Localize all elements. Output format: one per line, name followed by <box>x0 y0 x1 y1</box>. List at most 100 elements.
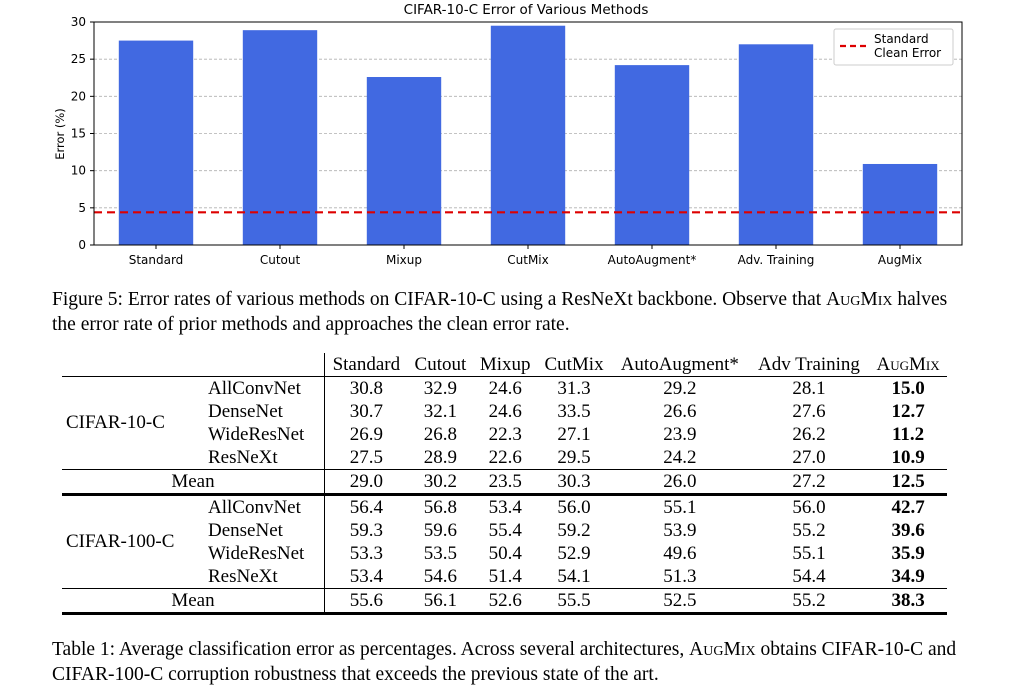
x-tick-label: Standard <box>129 253 184 267</box>
y-tick-label: 25 <box>71 52 86 66</box>
augmix-cell: 38.3 <box>869 588 947 615</box>
table-row: DenseNet 30.7 32.1 24.6 33.5 26.6 27.6 1… <box>62 400 947 423</box>
y-tick-label: 20 <box>71 89 86 103</box>
table-cell: 26.8 <box>423 423 458 445</box>
table-caption-prefix: Table 1: Average classification error as… <box>52 639 690 660</box>
table-cell: 27.6 <box>792 400 826 422</box>
bar-autoaugment <box>614 65 690 245</box>
table-cell: 56.0 <box>792 496 826 518</box>
header-augmix: AugMix <box>869 353 947 377</box>
table-cell: 30.8 <box>323 376 408 400</box>
table-cell: 52.6 <box>473 588 538 615</box>
x-tick-label: Mixup <box>386 253 422 267</box>
table-row: WideResNet 26.9 26.8 22.3 27.1 23.9 26.2… <box>62 423 947 446</box>
arch-label: AllConvNet <box>208 496 301 518</box>
table-cell: 56.0 <box>557 496 591 518</box>
table-row: CIFAR-10-C AllConvNet 30.8 32.9 24.6 31.… <box>62 376 947 433</box>
arch-label: ResNeXt <box>208 446 278 468</box>
table-cell: 54.6 <box>423 565 458 587</box>
y-tick-label: 15 <box>71 127 86 141</box>
table-cell: 26.2 <box>792 423 826 445</box>
table-cell: 53.9 <box>663 519 697 541</box>
table-cell: 26.0 <box>610 469 749 496</box>
x-tick-label: Adv. Training <box>738 253 815 267</box>
x-axis-ticks: Standard Cutout Mixup CutMix AutoAugment* Adv… <box>129 245 922 267</box>
table-cell: 28.1 <box>792 377 826 399</box>
table-cell: 27.2 <box>748 469 870 496</box>
y-axis-label: Error (%) <box>53 108 67 160</box>
augmix-cell: 12.7 <box>891 400 925 422</box>
table-cell: 26.6 <box>663 400 697 422</box>
augmix-cell: 42.7 <box>891 496 925 518</box>
augmix-cell: 39.6 <box>891 519 925 541</box>
y-axis-ticks: 0 5 10 15 20 25 30 <box>71 15 94 252</box>
table-cell: 55.1 <box>663 496 697 518</box>
bar-adv-training <box>738 44 814 245</box>
bar-augmix <box>862 163 938 245</box>
arch-label: DenseNet <box>208 519 283 541</box>
header-mixup: Mixup <box>473 353 538 377</box>
table-cell: 55.1 <box>792 542 826 564</box>
legend: Standard Clean Error <box>833 28 954 66</box>
table-cell: 51.3 <box>663 565 697 587</box>
table-cell: 31.3 <box>557 377 591 399</box>
table-cell: 55.5 <box>537 588 611 615</box>
table-cell: 55.6 <box>323 588 408 615</box>
augmix-cell: 35.9 <box>891 542 925 564</box>
table-cell: 32.1 <box>423 400 458 422</box>
header-standard: Standard <box>323 353 408 377</box>
table-cell: 52.5 <box>610 588 749 615</box>
bar-standard <box>118 40 194 246</box>
table-cell: 51.4 <box>488 565 522 587</box>
table-cell: 32.9 <box>423 377 458 399</box>
table-row: ResNeXt 27.5 28.9 22.6 29.5 24.2 27.0 10… <box>62 446 947 470</box>
table-cell: 59.6 <box>423 519 458 541</box>
legend-label-line1: Standard <box>874 32 929 46</box>
arch-label: ResNeXt <box>208 565 278 587</box>
mean-label: Mean <box>62 469 325 496</box>
x-tick-label: AutoAugment* <box>608 253 697 267</box>
table-cell: 54.1 <box>557 565 591 587</box>
table-cell: 50.4 <box>488 542 522 564</box>
table-row: ResNeXt 53.4 54.6 51.4 54.1 51.3 54.4 34… <box>62 565 947 589</box>
table-cell: 53.3 <box>323 542 408 565</box>
bar-cutmix <box>490 25 566 245</box>
table-cell: 29.2 <box>663 377 697 399</box>
table-cell: 33.5 <box>557 400 591 422</box>
table-caption-suffix: obtains CIFAR-10-C and CIFAR-100-C corru… <box>52 639 957 685</box>
figure-caption-prefix: Figure 5: Error rates of various methods… <box>52 289 822 310</box>
y-tick-label: 10 <box>71 164 86 178</box>
table-cell: 29.0 <box>323 469 408 496</box>
augmix-cell: 11.2 <box>891 423 925 445</box>
table-cell: 53.4 <box>323 565 408 589</box>
table-cell: 22.3 <box>488 423 522 445</box>
header-empty <box>206 353 325 377</box>
table-cell: 23.5 <box>473 469 538 496</box>
figure-caption: Figure 5: Error rates of various methods… <box>52 287 972 337</box>
table-cell: 29.5 <box>557 446 591 468</box>
results-table-container: Standard Cutout Mixup CutMix AutoAugment… <box>62 353 947 615</box>
arch-label: WideResNet <box>208 423 305 445</box>
table-cell: 27.1 <box>557 423 591 445</box>
table-cell: 23.9 <box>663 423 697 445</box>
table-cell: 55.4 <box>488 519 522 541</box>
dataset-label: CIFAR-100-C <box>66 531 175 552</box>
table-cell: 24.6 <box>488 377 522 399</box>
bar-chart: CIFAR-10-C Error of Various Methods Erro… <box>53 2 963 267</box>
table-cell: 28.9 <box>423 446 458 468</box>
table-cell: 30.7 <box>323 400 408 423</box>
header-adv-training: Adv Training <box>748 353 870 377</box>
header-empty <box>62 353 206 377</box>
mean-row: Mean 55.6 56.1 52.6 55.5 52.5 55.2 38.3 <box>62 588 947 615</box>
legend-box <box>833 28 954 66</box>
table-cell: 52.9 <box>557 542 591 564</box>
table-cell: 26.9 <box>323 423 408 446</box>
table-cell: 56.1 <box>407 588 474 615</box>
table-row: DenseNet 59.3 59.6 55.4 59.2 53.9 55.2 3… <box>62 519 947 542</box>
table-cell: 59.3 <box>323 519 408 542</box>
bar-mixup <box>366 77 442 245</box>
header-autoaugment: AutoAugment* <box>610 353 749 377</box>
mean-label: Mean <box>62 588 325 615</box>
results-table: Standard Cutout Mixup CutMix AutoAugment… <box>62 353 947 615</box>
table-cell: 55.2 <box>748 588 870 615</box>
